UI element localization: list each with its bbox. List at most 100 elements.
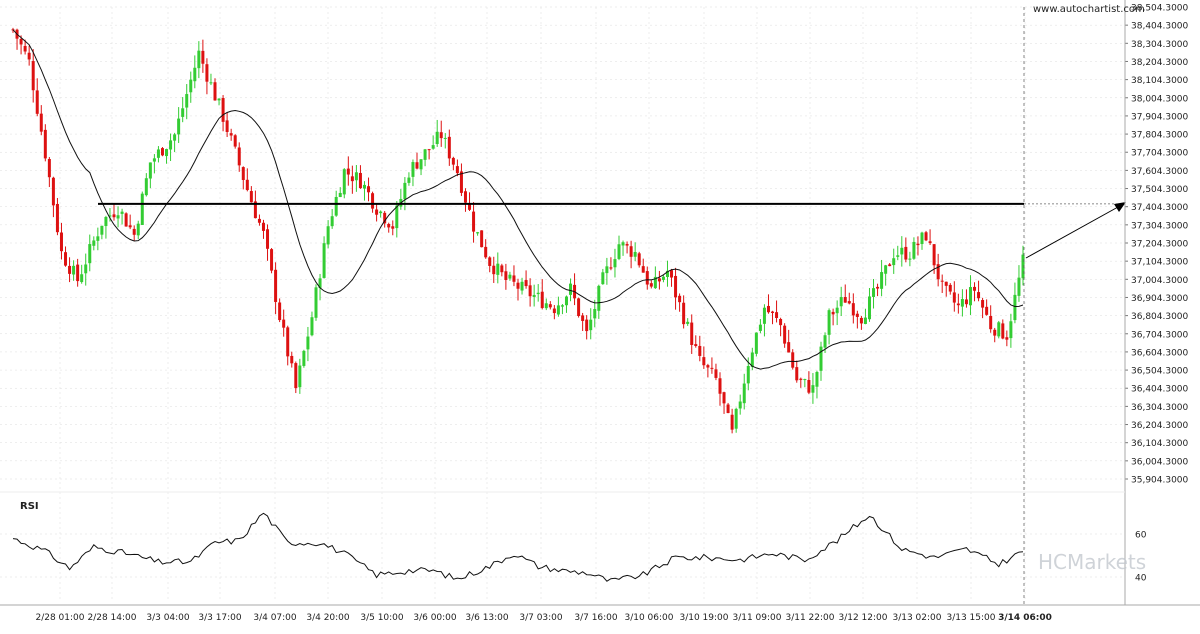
x-tick-label: 3/11 22:00 (785, 613, 834, 623)
candle-body (880, 272, 884, 289)
candle-body (771, 311, 775, 313)
candle-body (31, 61, 35, 91)
x-tick-label: 3/7 03:00 (519, 613, 563, 623)
candle-body (920, 232, 924, 245)
candle-body (577, 298, 581, 316)
y-tick-label: 36,004.3000 (1131, 457, 1189, 467)
candle-body (181, 108, 185, 117)
x-tick-label: 3/11 09:00 (732, 613, 781, 623)
candle-body (855, 313, 859, 317)
forecast-arrow (1025, 206, 1119, 259)
candle-body (112, 214, 116, 218)
candle-body (742, 383, 746, 404)
candle-body (136, 223, 140, 236)
x-tick-label: 3/5 10:00 (360, 613, 404, 623)
candle-body (64, 252, 68, 266)
candle-body (766, 305, 770, 313)
candle-body (916, 243, 920, 246)
candle-body (544, 303, 548, 309)
candle-body (819, 346, 823, 371)
candle-body (439, 132, 443, 139)
grid (0, 6, 1125, 600)
candle-body (496, 263, 500, 275)
candle-body (1021, 254, 1025, 279)
candle-body (779, 319, 783, 326)
candle-body (1005, 337, 1009, 340)
candle-body (581, 315, 585, 321)
candle-body (783, 325, 787, 344)
candle-body (427, 149, 431, 151)
candle-body (225, 120, 229, 132)
candle-body (104, 216, 108, 227)
candle-body (944, 281, 948, 286)
candle-body (649, 283, 653, 287)
candle-body (516, 282, 520, 289)
candle-body (811, 385, 815, 393)
candle-body (330, 216, 334, 227)
candle-body (645, 271, 649, 285)
candle-body (859, 317, 863, 324)
candle-body (803, 379, 807, 381)
candle-body (556, 305, 560, 315)
candle-body (43, 129, 47, 159)
y-tick-label: 36,404.3000 (1131, 385, 1189, 395)
candle-body (504, 271, 508, 281)
candle-body (520, 281, 524, 291)
candle-body (338, 192, 342, 198)
candle-body (750, 352, 754, 367)
candle-body (718, 378, 722, 394)
candle-body (189, 79, 193, 93)
candle-body (447, 136, 451, 159)
y-tick-label: 36,904.3000 (1131, 294, 1189, 304)
candle-body (72, 265, 76, 275)
candle-body (84, 264, 88, 274)
candle-body (185, 94, 189, 108)
candle-body (940, 280, 944, 282)
candle-body (96, 236, 100, 241)
candle-body (116, 215, 120, 219)
x-tick-label: 3/14 06:00 (998, 613, 1052, 623)
x-tick-label: 3/4 07:00 (253, 613, 297, 623)
candle-body (476, 232, 480, 234)
candle-body (746, 366, 750, 384)
candle-body (985, 306, 989, 315)
candle-body (977, 292, 981, 299)
candle-body (884, 265, 888, 274)
y-tick-label: 36,604.3000 (1131, 348, 1189, 358)
candle-body (997, 322, 1001, 337)
candles (11, 27, 1025, 434)
candle-body (835, 307, 839, 314)
candle-body (601, 272, 605, 285)
candle-body (213, 82, 217, 101)
candle-body (714, 369, 718, 378)
candle-body (524, 280, 528, 287)
candle-body (1013, 294, 1017, 321)
candle-body (455, 166, 459, 174)
candle-body (661, 276, 665, 280)
y-tick-label: 38,204.3000 (1131, 58, 1189, 68)
candle-body (358, 172, 362, 189)
candle-body (512, 275, 516, 282)
candle-body (981, 300, 985, 308)
candle-body (217, 98, 221, 101)
candle-body (282, 319, 286, 328)
candle-body (876, 286, 880, 289)
candle-body (892, 258, 896, 266)
candle-body (956, 303, 960, 306)
candle-body (290, 355, 294, 364)
candle-body (346, 168, 350, 175)
candle-body (500, 265, 504, 273)
candle-body (787, 342, 791, 353)
candle-body (266, 229, 270, 249)
candle-body (193, 67, 197, 82)
candle-body (132, 228, 136, 235)
candle-body (451, 157, 455, 165)
candle-body (387, 224, 391, 228)
candle-body (548, 304, 552, 308)
candle-body (463, 191, 467, 203)
candle-body (613, 259, 617, 268)
y-tick-label: 38,504.3000 (1131, 4, 1189, 14)
candle-body (274, 269, 278, 302)
